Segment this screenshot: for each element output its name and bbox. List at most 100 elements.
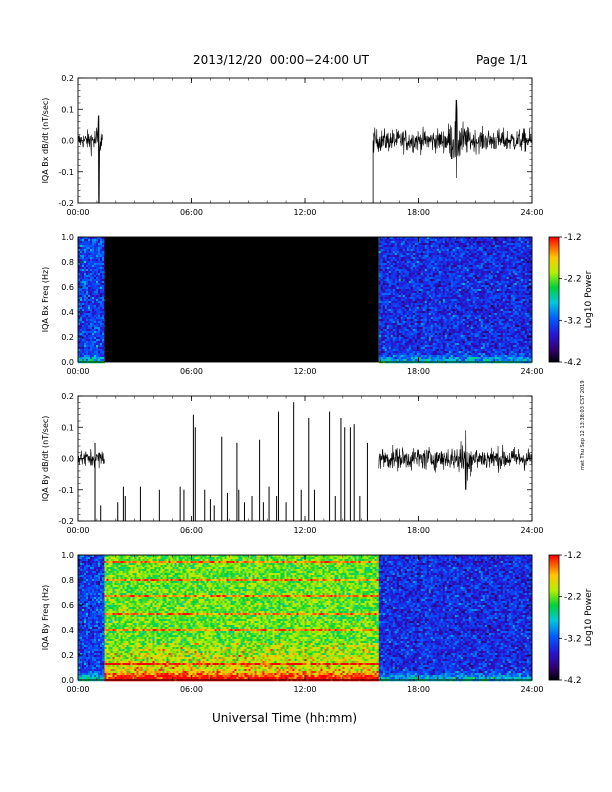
colorbar-band: [549, 646, 559, 648]
colorbar-band: [549, 335, 559, 337]
x-tick-label: 12:00: [293, 367, 316, 376]
colorbar-band: [549, 283, 559, 285]
colorbar-band: [549, 605, 559, 607]
colorbar-band: [549, 331, 559, 333]
colorbar-band: [549, 572, 559, 574]
colorbar-band: [549, 577, 559, 579]
x-tick-label: 18:00: [407, 685, 430, 694]
colorbar-band: [549, 338, 559, 340]
colorbar-band: [549, 663, 559, 665]
colorbar-band: [549, 602, 559, 604]
x-tick-label: 00:00: [66, 526, 89, 535]
x-tick-label: 24:00: [520, 367, 543, 376]
colorbar-band: [549, 272, 559, 274]
colorbar-band: [549, 630, 559, 632]
colorbar-band: [549, 635, 559, 637]
colorbar-band: [549, 599, 559, 601]
colorbar-band: [549, 300, 559, 302]
colorbar-band: [549, 601, 559, 603]
colorbar-band: [549, 592, 559, 594]
colorbar-band: [549, 296, 559, 298]
colorbar-band: [549, 573, 559, 575]
colorbar-band: [549, 337, 559, 339]
colorbar-band: [549, 626, 559, 628]
colorbar-band: [549, 320, 559, 322]
colorbar-band: [549, 304, 559, 306]
colorbar-band: [549, 590, 559, 592]
colorbar-band: [549, 582, 559, 584]
colorbar-band: [549, 306, 559, 308]
colorbar-band: [549, 574, 559, 576]
colorbar-band: [549, 618, 559, 620]
colorbar-band: [549, 243, 559, 245]
colorbar-tick-label: -2.2: [564, 275, 582, 285]
colorbar-band: [549, 252, 559, 254]
colorbar-band: [549, 619, 559, 621]
colorbar-band: [549, 327, 559, 329]
colorbar-tick-label: -1.2: [564, 551, 582, 561]
colorbar-band: [549, 658, 559, 660]
colorbar-band: [549, 281, 559, 283]
colorbar-band: [549, 672, 559, 674]
colorbar-band: [549, 319, 559, 321]
y-tick-label: 0.6: [61, 601, 74, 610]
y-tick-label: 1.0: [61, 551, 74, 560]
colorbar-band: [549, 579, 559, 581]
colorbar-band: [549, 642, 559, 644]
panel-1: -0.2 -0.1 0.0 0.1 0.2 00:00 06:00 12:00 18:00 24:…: [41, 74, 544, 217]
x-tick-label: 24:00: [520, 208, 543, 217]
colorbar-tick-label: -4.2: [564, 358, 582, 368]
colorbar-band: [549, 280, 559, 282]
colorbar-band: [549, 606, 559, 608]
colorbar-band: [549, 569, 559, 571]
colorbar-band: [549, 589, 559, 591]
colorbar-band: [549, 575, 559, 577]
colorbar-band: [549, 607, 559, 609]
no-data-region: [104, 237, 379, 362]
colorbar-band: [549, 657, 559, 659]
colorbar-band: [549, 315, 559, 317]
colorbar-band: [549, 586, 559, 588]
colorbar-band: [549, 587, 559, 589]
colorbar-band: [549, 671, 559, 673]
spikes: [94, 402, 368, 521]
colorbar-band: [549, 247, 559, 249]
spectrogram-region: [78, 237, 105, 364]
colorbar-band: [549, 585, 559, 587]
colorbar-band: [549, 289, 559, 291]
colorbar: -1.2 -2.2 -3.2 -4.2 Log10 Power: [548, 551, 594, 686]
colorbar-band: [549, 276, 559, 278]
colorbar-band: [549, 308, 559, 310]
colorbar-band: [549, 321, 559, 323]
colorbar-band: [549, 659, 559, 661]
colorbar-band: [549, 645, 559, 647]
colorbar-band: [549, 332, 559, 334]
colorbar-band: [549, 248, 559, 250]
colorbar-band: [549, 333, 559, 335]
colorbar-band: [549, 613, 559, 615]
colorbar-band: [549, 318, 559, 320]
colorbar-band: [549, 356, 559, 358]
page-number: Page 1/1: [476, 53, 528, 67]
colorbar-band: [549, 350, 559, 352]
colorbar-band: [549, 628, 559, 630]
colorbar-band: [549, 258, 559, 260]
colorbar-band: [549, 650, 559, 652]
y-tick-label: 0.1: [61, 423, 74, 432]
colorbar-band: [549, 353, 559, 355]
colorbar-band: [549, 237, 559, 239]
y-tick-label: -0.2: [58, 199, 74, 208]
colorbar-band: [549, 612, 559, 614]
x-tick-label: 24:00: [520, 526, 543, 535]
x-tick-label: 12:00: [293, 208, 316, 217]
colorbar-band: [549, 624, 559, 626]
colorbar-band: [549, 292, 559, 294]
colorbar-band: [549, 339, 559, 341]
colorbar-band: [549, 330, 559, 332]
x-tick-label: 06:00: [180, 685, 203, 694]
y-axis-label: IQA Bx Freq (Hz): [41, 267, 50, 333]
data-trace: [77, 99, 533, 204]
y-axis-label: IQA By dB/dt (nT/sec): [41, 416, 50, 502]
colorbar-band: [549, 666, 559, 668]
colorbar-band: [549, 241, 559, 243]
